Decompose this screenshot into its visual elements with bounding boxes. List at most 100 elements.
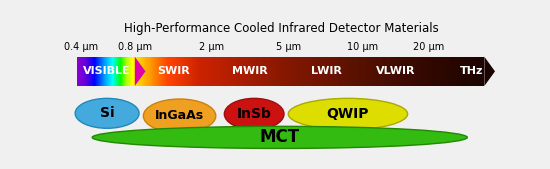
Bar xyxy=(106,57,107,86)
Bar xyxy=(298,57,299,86)
Bar xyxy=(163,57,164,86)
Bar xyxy=(121,57,122,86)
Bar xyxy=(365,57,366,86)
Bar xyxy=(273,57,274,86)
Bar xyxy=(151,57,152,86)
Bar xyxy=(121,57,122,86)
Ellipse shape xyxy=(144,99,216,133)
Bar xyxy=(107,57,108,86)
Bar xyxy=(132,57,133,86)
Bar xyxy=(135,57,136,86)
Bar xyxy=(449,57,450,86)
Bar xyxy=(229,57,230,86)
Bar xyxy=(195,57,196,86)
Bar xyxy=(320,57,321,86)
Bar xyxy=(343,57,344,86)
Bar xyxy=(452,57,453,86)
Bar xyxy=(162,57,163,86)
Bar xyxy=(168,57,169,86)
Bar xyxy=(119,57,120,86)
Bar xyxy=(460,57,461,86)
Bar xyxy=(243,57,244,86)
Bar xyxy=(354,57,355,86)
Bar xyxy=(448,57,449,86)
Bar xyxy=(157,57,158,86)
Bar xyxy=(188,57,189,86)
Bar xyxy=(387,57,388,86)
Bar xyxy=(326,57,327,86)
Bar xyxy=(395,57,396,86)
Bar xyxy=(179,57,180,86)
Bar xyxy=(403,57,404,86)
Bar xyxy=(242,57,243,86)
Bar xyxy=(78,57,79,86)
Bar xyxy=(416,57,417,86)
Bar xyxy=(144,57,145,86)
Bar xyxy=(111,57,112,86)
Bar xyxy=(350,57,351,86)
Bar xyxy=(436,57,437,86)
Bar xyxy=(382,57,383,86)
Bar xyxy=(285,57,286,86)
Bar xyxy=(355,57,356,86)
Bar xyxy=(426,57,427,86)
Bar xyxy=(288,57,289,86)
Bar xyxy=(197,57,199,86)
Bar xyxy=(244,57,245,86)
Bar xyxy=(122,57,123,86)
Bar xyxy=(194,57,195,86)
Bar xyxy=(300,57,301,86)
Bar xyxy=(465,57,466,86)
Bar xyxy=(103,57,104,86)
Bar xyxy=(227,57,228,86)
Bar xyxy=(328,57,329,86)
Bar xyxy=(111,57,112,86)
Bar xyxy=(261,57,262,86)
Bar xyxy=(343,57,344,86)
Bar xyxy=(442,57,443,86)
Bar xyxy=(278,57,279,86)
Bar xyxy=(169,57,170,86)
Bar xyxy=(457,57,458,86)
Bar xyxy=(366,57,367,86)
Bar xyxy=(438,57,439,86)
Bar xyxy=(338,57,339,86)
Bar xyxy=(476,57,477,86)
Bar xyxy=(206,57,207,86)
Bar xyxy=(85,57,86,86)
Bar xyxy=(404,57,405,86)
Bar xyxy=(293,57,294,86)
Bar xyxy=(303,57,304,86)
Bar xyxy=(141,57,142,86)
Bar xyxy=(282,57,283,86)
Bar xyxy=(224,57,225,86)
Bar xyxy=(353,57,354,86)
Bar xyxy=(400,57,401,86)
Bar xyxy=(383,57,384,86)
Bar xyxy=(130,57,131,86)
Bar xyxy=(109,57,110,86)
Bar xyxy=(267,57,268,86)
Bar xyxy=(138,57,139,86)
Bar xyxy=(291,57,292,86)
Bar xyxy=(455,57,456,86)
Bar xyxy=(176,57,177,86)
Bar xyxy=(392,57,393,86)
Bar xyxy=(304,57,305,86)
Bar xyxy=(318,57,320,86)
Bar xyxy=(136,57,138,86)
Polygon shape xyxy=(485,57,495,86)
Bar xyxy=(173,57,174,86)
Bar xyxy=(393,57,394,86)
Bar xyxy=(184,57,185,86)
Bar xyxy=(456,57,457,86)
Bar xyxy=(185,57,186,86)
Bar xyxy=(349,57,350,86)
Bar xyxy=(358,57,359,86)
Bar xyxy=(131,57,132,86)
Bar xyxy=(473,57,474,86)
Bar xyxy=(101,57,102,86)
Bar xyxy=(410,57,411,86)
Bar xyxy=(346,57,347,86)
Bar xyxy=(252,57,254,86)
